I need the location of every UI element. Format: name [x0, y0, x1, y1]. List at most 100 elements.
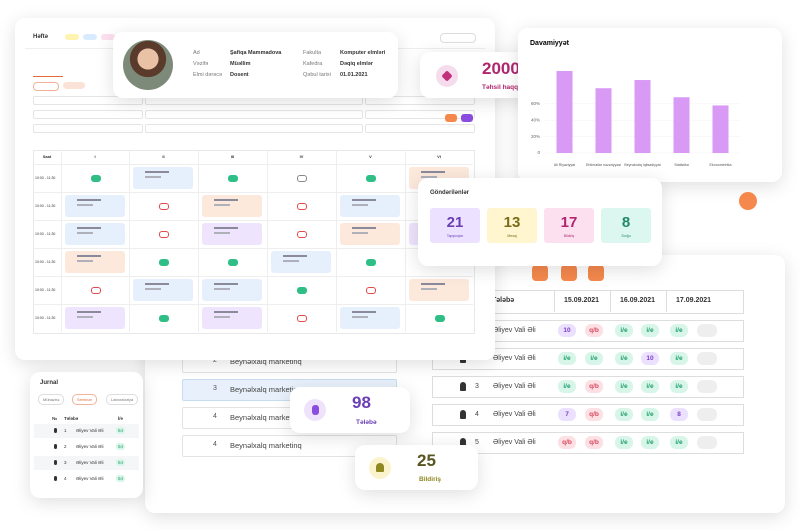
- lesson-line: [77, 204, 93, 206]
- toggle: [297, 287, 307, 294]
- course-name: Beynəlxalq marketinq: [230, 413, 302, 422]
- grade-chip: 10: [558, 324, 576, 337]
- toolbar-button: [532, 265, 548, 281]
- pill: [63, 82, 85, 89]
- field-label: Fakulta: [303, 50, 322, 56]
- x-tick-label: Ekonometrika: [710, 163, 732, 167]
- course-name: Beynəlxalq marketinq: [230, 357, 302, 366]
- lesson-line: [214, 232, 230, 234]
- grade-chip: q/b: [558, 436, 576, 449]
- field-value: Şafiqa Mammadova: [230, 50, 282, 56]
- toggle: [228, 259, 238, 266]
- y-tick-label: 20%: [531, 134, 540, 139]
- lesson-line: [421, 283, 445, 285]
- journal-tab[interactable]: Laboratoriya: [106, 394, 139, 405]
- input: [33, 124, 143, 133]
- lesson-line: [77, 232, 93, 234]
- journal-value: 54: [116, 443, 126, 450]
- time-label: 10:00 - 11:30: [35, 176, 56, 180]
- tile-value: 17: [560, 214, 578, 231]
- toggle: [297, 315, 307, 322]
- lesson-line: [145, 283, 169, 285]
- lesson-line: [145, 288, 161, 290]
- journal-number: 1: [64, 428, 67, 433]
- lesson-line: [77, 311, 101, 313]
- action-chip: [697, 408, 717, 421]
- group-button: [739, 192, 757, 210]
- row-stripe: [34, 424, 139, 438]
- sent-tile: 13 Mesaj: [487, 208, 537, 243]
- tile-label: Tapşırıqlar: [446, 234, 464, 238]
- column-header: IV: [299, 154, 304, 159]
- student-name: Əliyev Vali Əli: [493, 439, 536, 446]
- lesson-line: [352, 316, 368, 318]
- lesson-line: [214, 227, 238, 229]
- search-button: [461, 114, 473, 122]
- field-label: Qəbul tarixi: [303, 72, 331, 78]
- grade-chip: i/e: [641, 408, 659, 421]
- row-line: [33, 304, 473, 305]
- student-name: Əliyev Vali Əli: [493, 327, 536, 334]
- time-label: 10:00 - 11:30: [35, 260, 56, 264]
- lesson-line: [352, 227, 376, 229]
- tab-active: [33, 70, 63, 77]
- journal-tab[interactable]: Mühazirə: [38, 394, 65, 405]
- journal-name: Əliyev Vali Əli: [76, 476, 104, 481]
- tile-value: 13: [503, 214, 521, 231]
- grade-chip: q/b: [585, 380, 603, 393]
- sent-title: Göndərilənlər: [430, 190, 470, 196]
- column-header: I: [94, 154, 96, 159]
- toggle: [228, 175, 238, 182]
- sent-tile: 8 Sorğu: [601, 208, 651, 243]
- journal-value: 54: [116, 459, 126, 466]
- journal-value: 54: [116, 475, 126, 482]
- journal-header: Tələbə: [64, 416, 79, 421]
- person-icon: [460, 382, 466, 391]
- lesson-line: [145, 171, 169, 173]
- page-title: Həftə: [33, 34, 49, 40]
- field-value: Dosent: [230, 72, 249, 78]
- journal-number: 4: [64, 476, 67, 481]
- time-label: 10:00 - 11:30: [35, 316, 56, 320]
- notifications-card: 25 Bildiriş: [355, 445, 478, 490]
- field-value: Müəllim: [230, 61, 251, 67]
- column-header: V: [369, 154, 372, 159]
- grade-chip: 10: [641, 352, 659, 365]
- tile-label: Bildiriş: [563, 234, 575, 238]
- fee-label: Təhsil haqqı: [482, 84, 520, 91]
- chart-title: Davamiyyət: [530, 40, 570, 47]
- column-header: 15.09.2021: [564, 297, 600, 304]
- field-label: Kafedra: [303, 61, 323, 67]
- journal-name: Əliyev Vali Əli: [76, 444, 104, 449]
- person-icon: [54, 428, 57, 433]
- input: [365, 124, 475, 133]
- journal-tab[interactable]: Seminar: [72, 394, 97, 405]
- time-label: 10:00 - 11:30: [35, 204, 56, 208]
- notifications-label: Bildiriş: [419, 476, 442, 483]
- grade-chip: i/e: [641, 380, 659, 393]
- column-header: 16.09.2021: [620, 297, 656, 304]
- lesson-line: [352, 311, 376, 313]
- journal-header: İ/e: [118, 416, 124, 421]
- profile-card: Ad Şafiqa Mammadova Vəzifə Müəllim Elmi dərə…: [113, 32, 398, 98]
- person-icon: [54, 476, 57, 481]
- row-line: [33, 164, 473, 165]
- input: [365, 110, 475, 119]
- lesson-line: [352, 232, 368, 234]
- grade-chip: i/e: [615, 324, 633, 337]
- grade-chip: i/e: [670, 436, 688, 449]
- grade-chip: i/e: [615, 352, 633, 365]
- sent-tile: 17 Bildiriş: [544, 208, 594, 243]
- tag: [83, 34, 97, 40]
- tile-label: Mesaj: [507, 234, 517, 238]
- lesson-line: [214, 311, 238, 313]
- notifications-value: 25: [417, 451, 436, 470]
- time-label: 10:00 - 11:30: [35, 232, 56, 236]
- bell-icon-dot: [376, 463, 384, 472]
- grade-chip: i/e: [670, 380, 688, 393]
- y-tick-label: 60%: [531, 101, 540, 106]
- toggle: [297, 175, 307, 182]
- grade-chip: q/b: [585, 324, 603, 337]
- lesson-line: [283, 255, 307, 257]
